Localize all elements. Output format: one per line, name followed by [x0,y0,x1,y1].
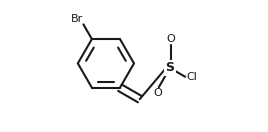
Text: O: O [154,88,162,98]
Text: S: S [165,62,174,74]
Text: O: O [166,34,175,44]
Text: Br: Br [70,14,83,24]
Text: Cl: Cl [186,72,197,82]
